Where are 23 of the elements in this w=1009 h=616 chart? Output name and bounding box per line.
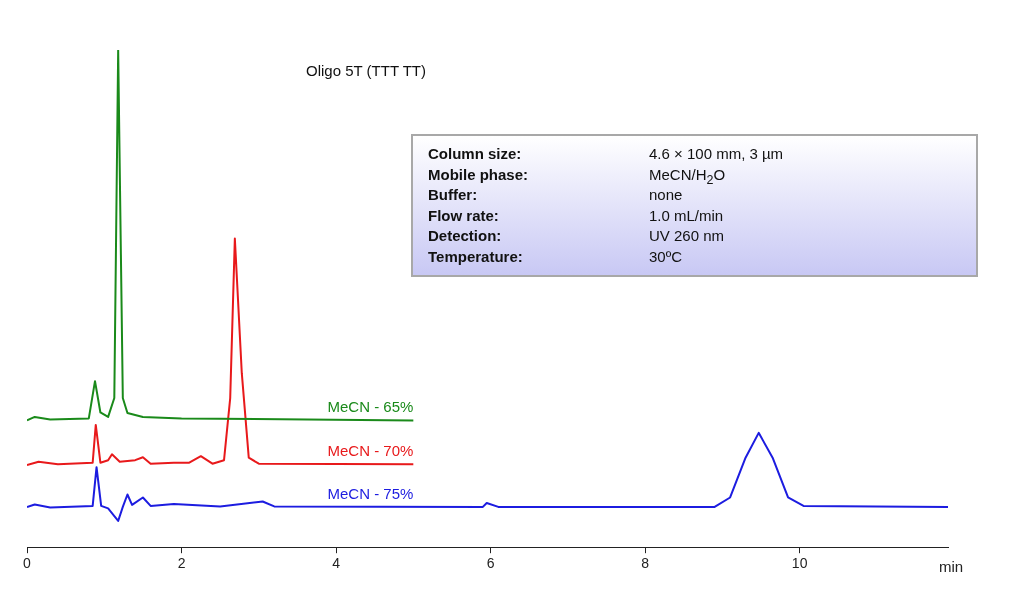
x-tick-label: 6 <box>486 555 495 572</box>
annotation: Detection: <box>427 226 503 246</box>
annotation: Flow rate: <box>427 205 500 226</box>
x-tick-label: 10 <box>791 555 808 572</box>
series-label: MeCN - 70% <box>327 441 414 459</box>
x-axis-title: min <box>938 557 964 575</box>
annotation: 4.6 × 100 mm, 3 µm <box>649 144 784 164</box>
text: Oligo 5T (TTT TT) <box>306 62 427 79</box>
x-tick-label: 4 <box>332 555 341 572</box>
annotation: UV 260 nm <box>649 226 725 246</box>
x-tick-label: 2 <box>177 555 186 572</box>
series-label: MeCN - 65% <box>327 398 414 416</box>
annotation: none <box>649 185 683 205</box>
series-label: MeCN - 75% <box>327 484 414 502</box>
annotation: Mobile phase: <box>427 164 529 185</box>
annotation: 1.0 mL/min <box>649 205 724 226</box>
x-tick-label: 8 <box>641 555 650 572</box>
annotation: Temperature: <box>427 246 524 267</box>
annotation: Buffer: <box>427 185 479 205</box>
x-tick-label: 0 <box>23 555 32 572</box>
annotation: 30ºC <box>649 246 682 267</box>
annotation: MeCN/H$_{2}$O <box>649 164 726 187</box>
annotation: Column size: <box>427 144 523 164</box>
